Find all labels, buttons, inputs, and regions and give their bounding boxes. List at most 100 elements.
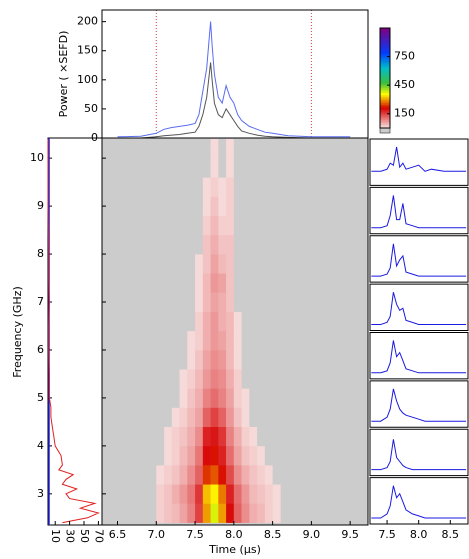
heatmap-cell (171, 234, 180, 255)
heatmap-cell (210, 215, 219, 236)
profile-line (371, 388, 467, 422)
x-tick-label: 70 (92, 529, 105, 543)
colorbar-step (380, 38, 390, 40)
heatmap-cell (187, 426, 196, 447)
heatmap-cell (249, 138, 258, 159)
heatmap-cell (233, 254, 242, 274)
heatmap-cell (210, 254, 219, 274)
heatmap-cell (210, 196, 219, 216)
heatmap-cell (272, 273, 281, 293)
heatmap-cell (218, 388, 227, 408)
colorbar-step (380, 78, 390, 80)
y-tick-label: 8 (37, 247, 44, 260)
y-tick-label: 200 (77, 15, 98, 28)
colorbar-step (380, 126, 390, 129)
heatmap-cell (171, 369, 180, 389)
x-tick-label: 30 (64, 529, 77, 543)
y-tick-label: 100 (77, 73, 98, 86)
heatmap-cell (195, 273, 204, 293)
x-axis-label: Time (μs) (208, 543, 261, 556)
heatmap-cell (210, 503, 219, 523)
profile-line (371, 485, 467, 519)
heatmap-cell (156, 407, 165, 427)
heatmap-cell (202, 177, 211, 197)
heatmap-cell (241, 388, 250, 408)
heatmap-cell (156, 292, 165, 312)
heatmap-cell (249, 273, 258, 293)
colorbar-step (380, 124, 390, 127)
heatmap-cell (249, 196, 258, 216)
heatmap-cell (233, 292, 242, 312)
heatmap-cell (195, 349, 204, 370)
heatmap-cell (241, 234, 250, 255)
heatmap-cell (164, 234, 173, 255)
heatmap-cell (241, 330, 250, 351)
profile-line (371, 340, 467, 374)
heatmap-cell (264, 407, 273, 427)
heatmap-cell (218, 215, 227, 236)
colorbar-step (380, 69, 390, 72)
heatmap-cell (218, 407, 227, 427)
heatmap-cell (257, 388, 266, 408)
heatmap-cell (233, 349, 242, 370)
heatmap-cell (210, 369, 219, 389)
heatmap-cell (171, 158, 180, 178)
colorbar-step (380, 76, 390, 79)
heatmap-cell (241, 369, 250, 389)
panel-frame (101, 9, 369, 139)
heatmap-cell (226, 388, 235, 408)
colorbar-step (380, 64, 390, 67)
heatmap-cell (187, 407, 196, 427)
heatmap-cell (156, 234, 165, 255)
heatmap-cell (249, 465, 258, 485)
colorbar-step (380, 43, 390, 45)
panel-frame (47, 137, 103, 526)
heatmap-cell (156, 484, 165, 504)
x-tick-label: 9.0 (303, 528, 321, 541)
heatmap-cell (202, 330, 211, 351)
colorbar-step (380, 46, 390, 49)
heatmap-cell (233, 311, 242, 332)
heatmap-cell (202, 254, 211, 274)
heatmap-cell (241, 311, 250, 332)
x-tick-label: 8.0 (410, 528, 428, 541)
heatmap-cell (233, 330, 242, 351)
heatmap-cell (187, 292, 196, 312)
heatmap-cell (257, 273, 266, 293)
heatmap-cell (272, 234, 281, 255)
heatmap-cell (257, 234, 266, 255)
colorbar-step (380, 48, 390, 50)
heatmap-cell (187, 445, 196, 466)
heatmap-cell (249, 234, 258, 255)
heatmap-cell (218, 445, 227, 466)
profile-frame (369, 283, 469, 331)
heatmap-cell (264, 388, 273, 408)
heatmap-cell (179, 196, 188, 216)
heatmap-cell (233, 158, 242, 178)
heatmap-cell (241, 484, 250, 504)
colorbar-step (380, 74, 390, 77)
heatmap-cell (164, 311, 173, 332)
colorbar-step (380, 121, 390, 124)
colorbar-step (380, 98, 390, 100)
heatmap-cell (249, 426, 258, 447)
colorbar-step (380, 109, 390, 112)
heatmap-cell (171, 254, 180, 274)
heatmap-cell (233, 445, 242, 466)
heatmap-cell (233, 388, 242, 408)
heatmap-cell (179, 292, 188, 312)
heatmap-cell (241, 196, 250, 216)
heatmap-cell (179, 234, 188, 255)
colorbar-under (379, 127, 391, 134)
heatmap-cell (264, 426, 273, 447)
y-tick-label: 50 (84, 102, 98, 115)
heatmap-cell (233, 369, 242, 389)
colorbar-step (380, 44, 390, 47)
heatmap-cell (249, 292, 258, 312)
heatmap-cell (195, 330, 204, 351)
heatmap-cell (164, 330, 173, 351)
colorbar-step (380, 84, 390, 87)
colorbar-step (380, 56, 390, 59)
y-tick-label: 4 (37, 439, 44, 452)
heatmap-cell (272, 158, 281, 178)
